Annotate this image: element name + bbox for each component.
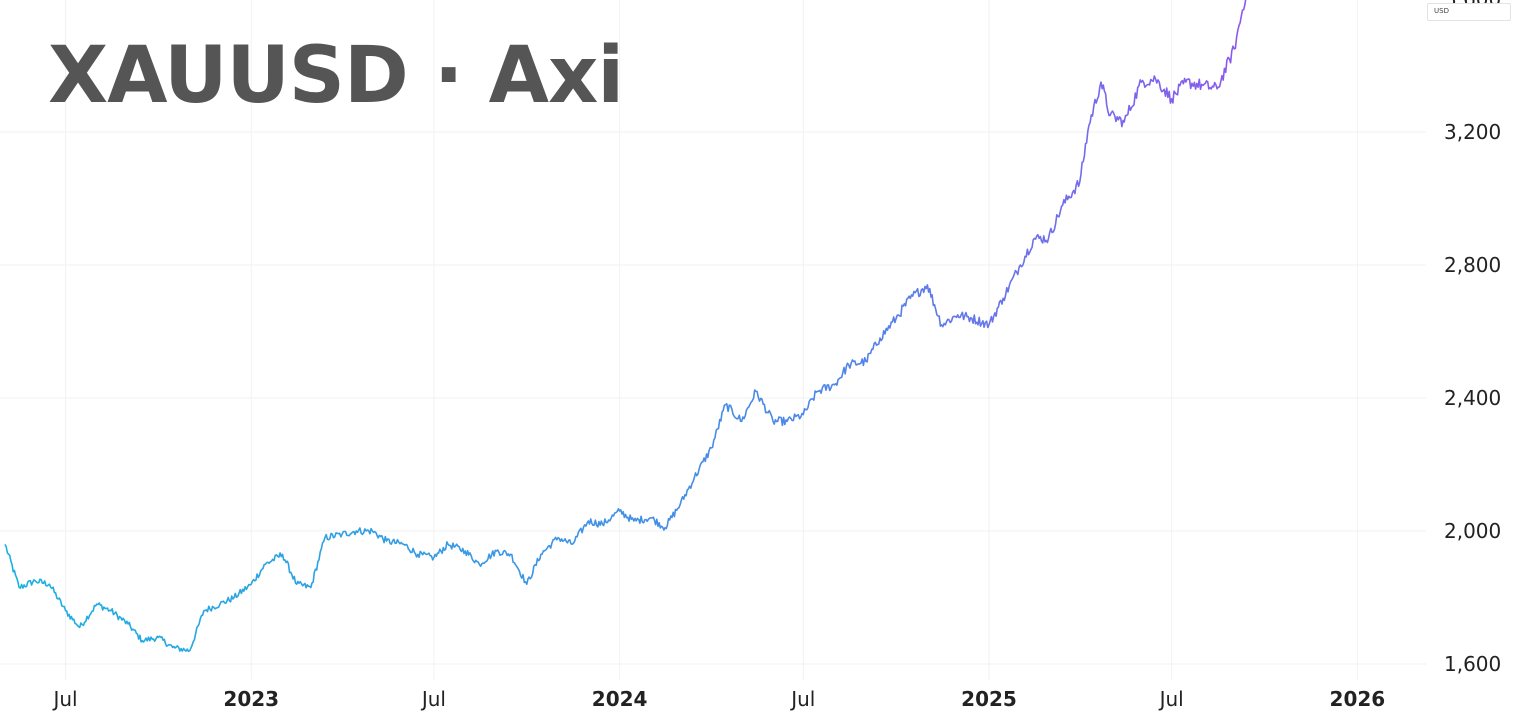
y-tick-label: 2,000	[1444, 519, 1501, 543]
x-tick-label: 2024	[592, 687, 648, 711]
y-tick-label: 2,400	[1444, 386, 1501, 410]
x-tick-label: Jul	[420, 687, 446, 711]
price-series	[4, 0, 1247, 653]
x-axis: Jul 2023 Jul 2024 Jul 2025 Jul 2026	[51, 687, 1385, 711]
y-tick-label: 3,200	[1444, 120, 1501, 144]
x-tick-label: Jul	[1158, 687, 1184, 711]
x-tick-label: 2025	[961, 687, 1017, 711]
y-tick-label: 1,600	[1444, 652, 1501, 676]
x-tick-label: Jul	[789, 687, 815, 711]
x-tick-label: Jul	[51, 687, 77, 711]
price-line	[4, 0, 1247, 653]
grid-lines	[0, 0, 1426, 680]
y-tick-label: 2,800	[1444, 253, 1501, 277]
chart-title: XAUUSD · Axi	[48, 31, 624, 121]
y-axis: 1,6002,0002,4002,8003,2003,6004,0004,400…	[1444, 0, 1501, 676]
currency-label[interactable]: USD	[1427, 3, 1511, 21]
x-tick-label: 2026	[1330, 687, 1386, 711]
x-tick-label: 2023	[223, 687, 279, 711]
